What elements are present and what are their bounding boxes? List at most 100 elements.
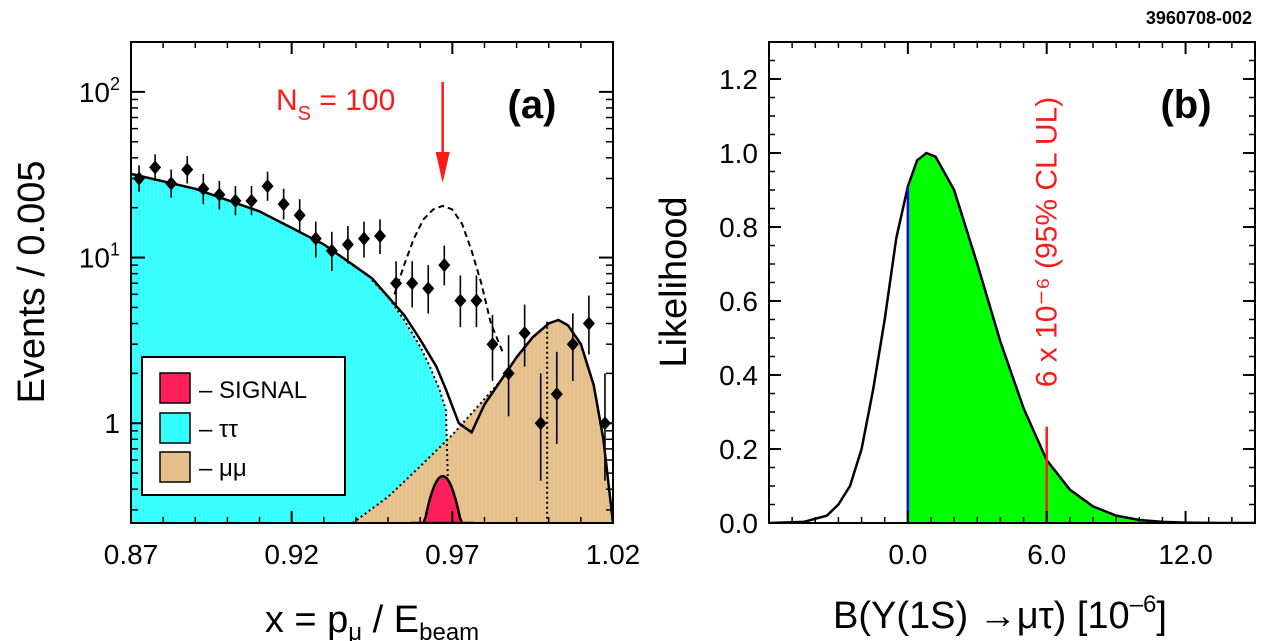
- data-marker: [502, 366, 515, 381]
- data-marker: [438, 258, 451, 273]
- data-point: [341, 226, 354, 264]
- signal-arrow: [435, 82, 450, 183]
- legend-label-signal: – SIGNAL: [199, 377, 307, 404]
- data-point: [550, 351, 563, 444]
- data-point: [325, 231, 338, 271]
- upper-limit-label: 6 x 10⁻⁶ (95% CL UL): [1031, 97, 1064, 388]
- data-marker: [406, 276, 419, 291]
- panel-b-x-axis-title: B(Υ(1S) →μτ) [10–6]: [833, 591, 1167, 637]
- data-marker: [422, 281, 435, 296]
- data-point: [438, 245, 451, 286]
- data-point: [534, 373, 547, 481]
- signal-hypothesis-curve: [393, 204, 505, 355]
- figure-id: 3960708-002: [1146, 8, 1252, 28]
- y-tick-label: 1: [104, 408, 120, 439]
- data-marker: [534, 416, 547, 431]
- x-tick-label: 0.97: [425, 539, 480, 570]
- data-point: [165, 169, 178, 198]
- y-tick-label: 0.6: [719, 286, 758, 317]
- legend-label-tautau: – ττ: [199, 416, 238, 443]
- data-marker: [582, 316, 595, 331]
- data-point: [357, 221, 370, 258]
- x-tick-label: 0.92: [264, 539, 319, 570]
- data-point: [566, 313, 579, 381]
- data-point: [293, 199, 306, 231]
- y-tick-label: 1.2: [719, 64, 758, 95]
- data-marker: [518, 326, 531, 341]
- panel-a-y-axis-title: Events / 0.005: [11, 161, 53, 404]
- x-tick-label: 0.87: [104, 539, 159, 570]
- data-marker: [374, 228, 387, 243]
- panel-b-y-axis-title: Likelihood: [653, 196, 695, 367]
- data-point: [309, 221, 322, 258]
- data-marker: [566, 337, 579, 352]
- y-tick-label: 101: [79, 240, 120, 274]
- panel-a-x-axis-title: x = pμ / Ebeam: [265, 599, 479, 641]
- data-point: [486, 315, 499, 381]
- arrow-head: [435, 152, 450, 183]
- panel-b-tag: (b): [1160, 83, 1211, 127]
- data-point: [197, 173, 210, 205]
- data-marker: [390, 276, 403, 291]
- data-marker: [213, 187, 226, 202]
- data-point: [390, 261, 403, 308]
- likelihood-fill: [907, 153, 1255, 523]
- data-point: [406, 261, 419, 308]
- legend: – SIGNAL – ττ – μμ: [141, 356, 346, 496]
- data-point: [181, 156, 194, 184]
- data-marker: [454, 293, 467, 308]
- signal-annotation: NS = 100: [276, 84, 395, 125]
- data-marker: [133, 171, 146, 186]
- data-point: [518, 304, 531, 367]
- panel-a-tag: (a): [508, 83, 557, 127]
- data-point: [229, 186, 242, 216]
- data-marker: [181, 162, 194, 177]
- data-point: [582, 295, 595, 355]
- data-point: [133, 165, 146, 192]
- data-marker: [486, 337, 499, 352]
- panel-a-data-points: [133, 154, 611, 481]
- legend-label-mumu: – μμ: [199, 455, 247, 482]
- data-point: [374, 219, 387, 255]
- data-marker: [357, 231, 370, 246]
- y-tick-label: 102: [79, 74, 120, 108]
- x-tick-label: 0.0: [888, 539, 927, 570]
- data-point: [422, 265, 435, 314]
- data-marker: [261, 179, 274, 194]
- data-marker: [149, 160, 162, 175]
- panel-b: 0.0 6.0 12.0 0.0 0.2 0.4 0.6 0.8 1.0 1.2 (b) 6 x …: [653, 41, 1256, 637]
- x-tick-label: 12.0: [1158, 539, 1213, 570]
- likelihood-curve: [769, 151, 1255, 523]
- legend-swatch-signal: [159, 372, 191, 404]
- data-marker: [550, 387, 563, 402]
- data-point: [213, 180, 226, 210]
- panel-b-plot-area: [769, 151, 1255, 523]
- data-marker: [293, 208, 306, 223]
- data-marker: [165, 176, 178, 191]
- legend-swatch-tautau: [159, 412, 191, 444]
- data-point: [245, 186, 258, 216]
- data-marker: [197, 181, 210, 196]
- data-marker: [277, 197, 290, 212]
- data-marker: [325, 243, 338, 258]
- data-marker: [245, 193, 258, 208]
- data-point: [149, 154, 162, 181]
- data-point: [277, 188, 290, 220]
- data-marker: [229, 193, 242, 208]
- data-point: [454, 275, 467, 328]
- y-tick-label: 0.4: [719, 360, 758, 391]
- legend-swatch-mumu: [159, 451, 191, 483]
- data-marker: [341, 237, 354, 252]
- y-tick-label: 0.0: [719, 508, 758, 539]
- data-point: [470, 275, 483, 328]
- x-tick-label: 6.0: [1027, 539, 1066, 570]
- y-tick-label: 1.0: [719, 138, 758, 169]
- panel-a: 0.87 0.92 0.97 1.02 1 101 102 (a) NS = 100 – S…: [11, 41, 641, 641]
- signal-peak: [410, 474, 475, 523]
- y-tick-label: 0.2: [719, 434, 758, 465]
- x-tick-label: 1.02: [586, 539, 641, 570]
- data-point: [502, 335, 515, 417]
- panel-a-ticks: 0.87 0.92 0.97 1.02 1 101 102: [79, 41, 641, 570]
- panel-b-ticks: 0.0 6.0 12.0 0.0 0.2 0.4 0.6 0.8 1.0 1.2: [719, 42, 1256, 570]
